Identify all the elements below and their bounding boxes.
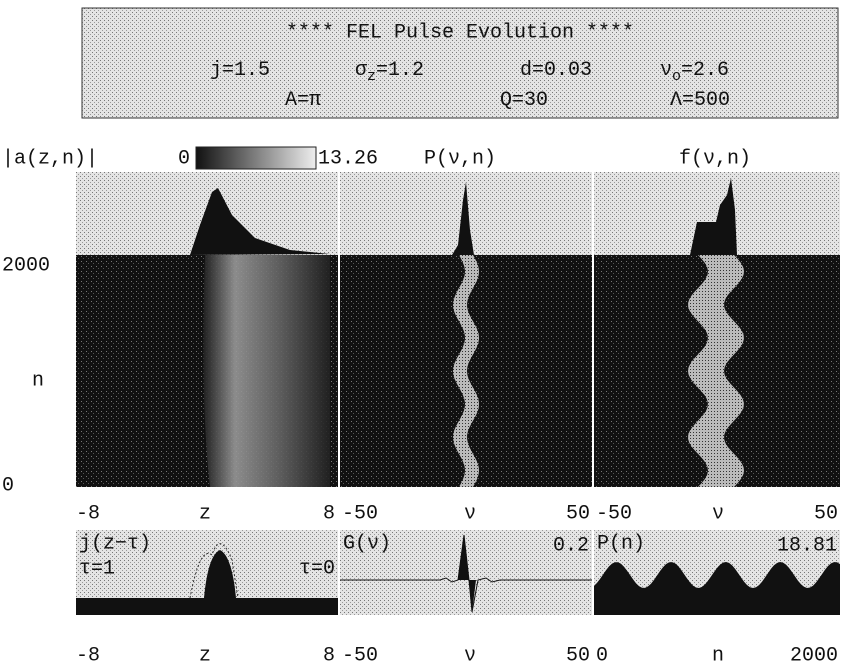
parameter-symbol: σ — [355, 59, 367, 82]
parameter-symbol: j=1.5 — [210, 59, 270, 82]
parameter: σz=1.2 — [355, 59, 424, 85]
parameter-value: =2.6 — [681, 59, 729, 82]
parameter-value: =1.2 — [376, 59, 424, 82]
parameter: Λ=500 — [670, 89, 730, 112]
x-tick-label: 0 — [596, 644, 608, 667]
x-axis-label: z — [199, 502, 211, 525]
parameter-symbol: Λ=500 — [670, 89, 730, 112]
y-axis-label: n — [32, 369, 44, 392]
panel-title: f(ν,n) — [679, 147, 751, 170]
panel-title: P(ν,n) — [424, 147, 496, 170]
parameter-symbol: d=0.03 — [520, 59, 592, 82]
x-tick-label: -50 — [596, 502, 632, 525]
parameter-symbol: Q=30 — [500, 89, 548, 112]
x-tick-label: 8 — [323, 644, 335, 667]
header-title: **** FEL Pulse Evolution **** — [286, 21, 634, 44]
parameter-subscript: z — [367, 68, 376, 85]
spectrum-profile — [452, 182, 474, 255]
panel-title: j(z−τ) — [79, 532, 151, 555]
panel-note: 18.81 — [777, 534, 837, 557]
x-axis-label: ν — [464, 644, 476, 667]
parameter: A=π — [285, 89, 321, 112]
distribution-profile — [690, 178, 737, 255]
x-tick-label: 50 — [566, 644, 590, 667]
parameter: j=1.5 — [210, 59, 270, 82]
x-axis-label: ν — [712, 502, 724, 525]
parameter-symbol: ν — [660, 59, 672, 82]
pulse-band — [203, 255, 330, 487]
x-axis-label: n — [712, 644, 724, 667]
panel-note: 0.2 — [553, 534, 589, 557]
colorbar-max: 13.26 — [318, 147, 378, 170]
parameter-symbol: A=π — [285, 89, 321, 112]
x-tick-label: 50 — [566, 502, 590, 525]
current-profile — [204, 550, 236, 598]
panel-title: G(ν) — [343, 532, 391, 555]
x-tick-label: -50 — [342, 502, 378, 525]
y-tick-label: 0 — [2, 474, 14, 497]
spectrum-band — [453, 255, 479, 487]
panel-title: P(n) — [597, 532, 645, 555]
x-axis-label: ν — [464, 502, 476, 525]
power-curve — [594, 562, 840, 615]
distribution-band — [688, 255, 744, 487]
parameter: Q=30 — [500, 89, 548, 112]
pulse-profile — [190, 188, 330, 255]
gain-fill — [458, 535, 476, 612]
x-tick-label: 8 — [323, 502, 335, 525]
x-tick-label: -50 — [342, 644, 378, 667]
colorbar — [195, 146, 317, 170]
current-curve — [189, 543, 239, 599]
x-tick-label: -8 — [76, 644, 100, 667]
y-tick-label: 2000 — [2, 254, 50, 277]
x-tick-label: 2000 — [790, 644, 838, 667]
parameter: νo=2.6 — [660, 59, 729, 85]
panel-note: τ=0 — [299, 557, 335, 580]
x-tick-label: -8 — [76, 502, 100, 525]
parameter-subscript: o — [672, 68, 681, 85]
header-box — [81, 7, 839, 119]
x-tick-label: 50 — [814, 502, 838, 525]
colorbar-label: |a(z,n)| — [2, 147, 98, 170]
panel-base — [76, 598, 338, 615]
colorbar-min: 0 — [178, 147, 190, 170]
gain-lower — [340, 580, 592, 615]
panel-note: τ=1 — [79, 557, 115, 580]
x-axis-label: z — [199, 644, 211, 667]
parameter: d=0.03 — [520, 59, 592, 82]
